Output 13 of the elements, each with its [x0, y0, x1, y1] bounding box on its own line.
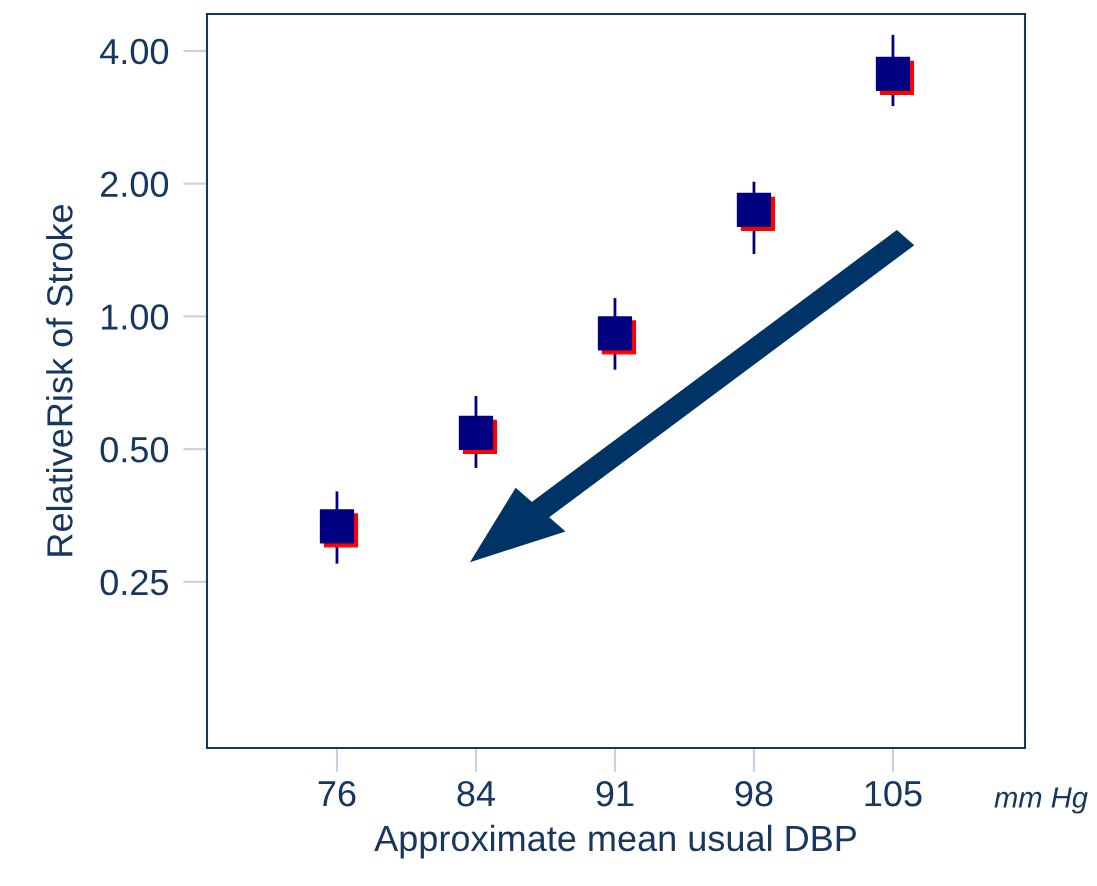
- y-tick-label: 4.00: [100, 38, 169, 65]
- y-tick-label: 0.50: [100, 437, 169, 463]
- x-tick-label: 98: [735, 780, 773, 807]
- text: mm Hg: [994, 787, 1088, 814]
- y-axis-title: RelativeRisk of Stroke: [46, 204, 73, 556]
- y-tick-label: 0.25: [100, 569, 168, 596]
- x-tick-label: 105: [865, 780, 922, 807]
- x-tick-label: 76: [318, 780, 356, 807]
- x-tick-label: 91: [596, 780, 634, 807]
- x-axis-title: Approximate mean usual DBP: [374, 824, 856, 859]
- y-tick-label: 1.00: [101, 304, 169, 330]
- x-tick-label: 84: [457, 780, 495, 807]
- y-tick-label: 2.00: [101, 171, 169, 198]
